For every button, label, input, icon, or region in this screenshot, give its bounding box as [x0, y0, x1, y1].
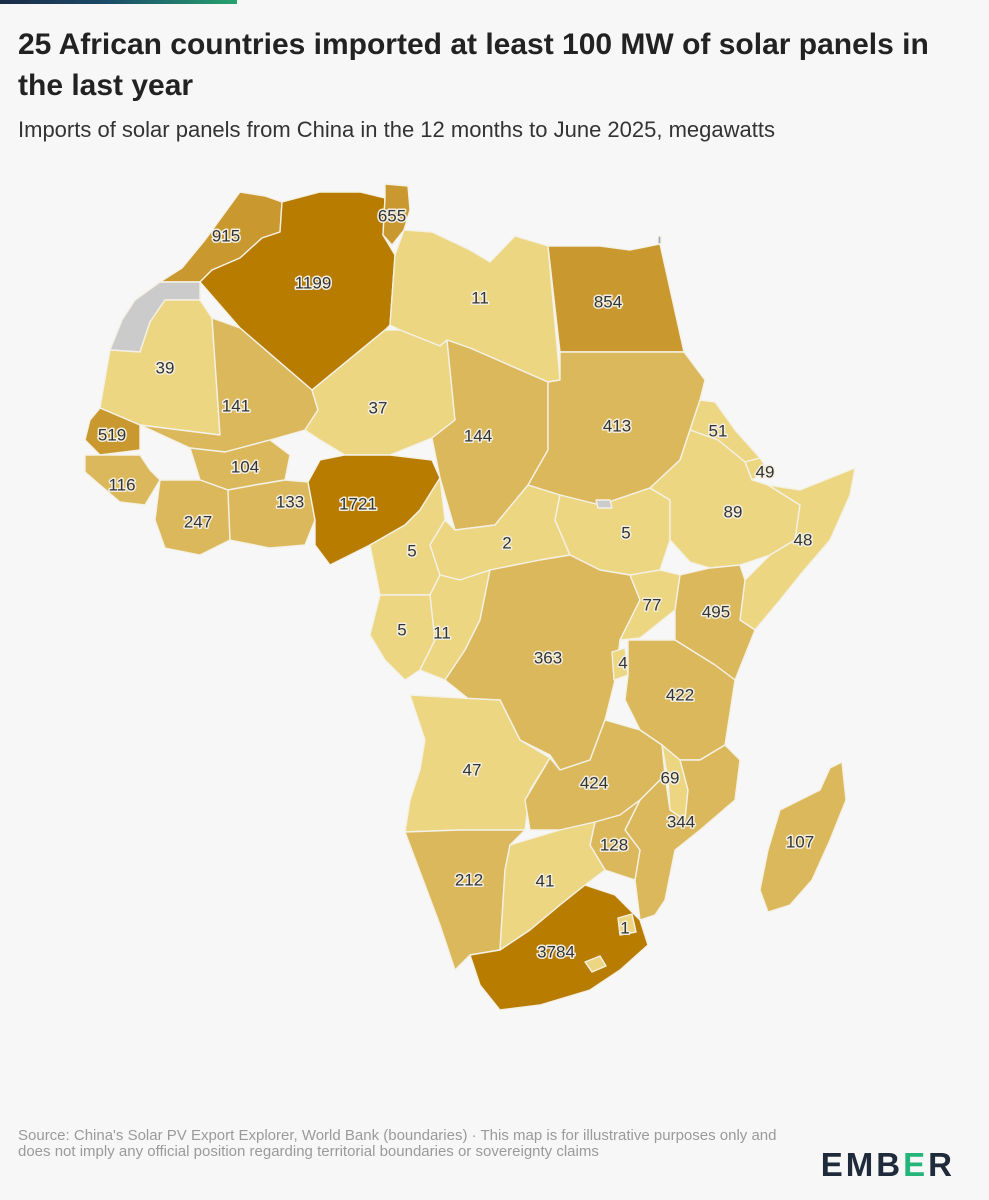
country-somalia [739, 467, 856, 631]
value-label-mauritania: 39 [156, 359, 175, 378]
value-label-zambia: 424 [580, 774, 608, 793]
island-shape [657, 235, 662, 245]
country-madagascar [759, 761, 847, 913]
country-ghana-togo-benin [227, 479, 316, 549]
value-label-niger: 37 [369, 399, 388, 418]
country-kenya [674, 564, 756, 681]
country-cote-d-ivoire [154, 479, 231, 556]
value-label-algeria: 1199 [295, 274, 332, 293]
brand-accent-bar [0, 0, 237, 4]
country-guinea [84, 454, 161, 506]
source-note: Source: China's Solar PV Export Explorer… [18, 1127, 777, 1160]
value-label-somalia: 48 [794, 531, 813, 550]
country-south-africa [469, 884, 649, 1011]
value-label-burundi: 4 [618, 654, 627, 673]
value-label-zimbabwe: 128 [600, 836, 628, 855]
value-label-chad: 144 [464, 427, 492, 446]
value-label-kenya: 495 [702, 603, 730, 622]
value-label-eswatini: 1 [620, 919, 629, 938]
value-label-madagascar: 107 [786, 833, 814, 852]
value-label-congo: 11 [433, 624, 451, 643]
value-label-burkina-faso: 104 [231, 458, 259, 477]
logo-part-3: R [928, 1146, 955, 1183]
value-label-dr-congo: 363 [534, 649, 562, 668]
country-uganda [619, 569, 681, 641]
value-label-guinea: 116 [108, 476, 135, 495]
logo-part-2: E [903, 1146, 929, 1183]
value-label-cote-d-ivoire: 247 [184, 513, 212, 532]
lesotho-shape [584, 955, 607, 973]
value-label-senegal: 519 [98, 426, 126, 445]
logo-part-1: EMB [820, 1146, 904, 1183]
value-label-ghana-togo-benin: 133 [276, 493, 304, 512]
country-tunisia [382, 183, 411, 246]
ember-logo: EMBER [821, 1148, 955, 1181]
value-label-botswana: 41 [536, 872, 555, 891]
value-label-morocco: 915 [212, 227, 240, 246]
value-label-egypt: 854 [594, 293, 622, 312]
country-abyei [595, 499, 613, 509]
value-label-cameroon: 5 [407, 542, 416, 561]
country-eswatini [617, 913, 637, 936]
value-label-tunisia: 655 [378, 207, 406, 226]
value-label-tanzania: 422 [666, 686, 694, 705]
value-label-sudan: 413 [603, 417, 631, 436]
value-label-libya: 11 [471, 289, 489, 308]
value-label-mozambique: 344 [667, 813, 695, 832]
value-label-uganda: 77 [643, 596, 662, 615]
value-label-nigeria: 1721 [339, 495, 377, 514]
value-label-central-african-republic: 2 [502, 534, 511, 553]
value-label-malawi: 69 [661, 769, 680, 788]
chart-title: 25 African countries imported at least 1… [18, 28, 929, 102]
value-label-namibia: 212 [455, 871, 483, 890]
value-label-djibouti: 49 [756, 463, 775, 482]
chart-subtitle: Imports of solar panels from China in th… [18, 117, 775, 142]
value-label-eritrea: 51 [709, 422, 728, 441]
value-label-mali: 141 [222, 397, 250, 416]
value-label-gabon: 5 [397, 621, 406, 640]
value-label-south-sudan: 5 [621, 524, 630, 543]
value-label-angola: 47 [463, 761, 482, 780]
value-label-ethiopia: 89 [724, 503, 743, 522]
value-label-south-africa: 3784 [537, 943, 575, 962]
country-shapes [84, 183, 856, 1011]
